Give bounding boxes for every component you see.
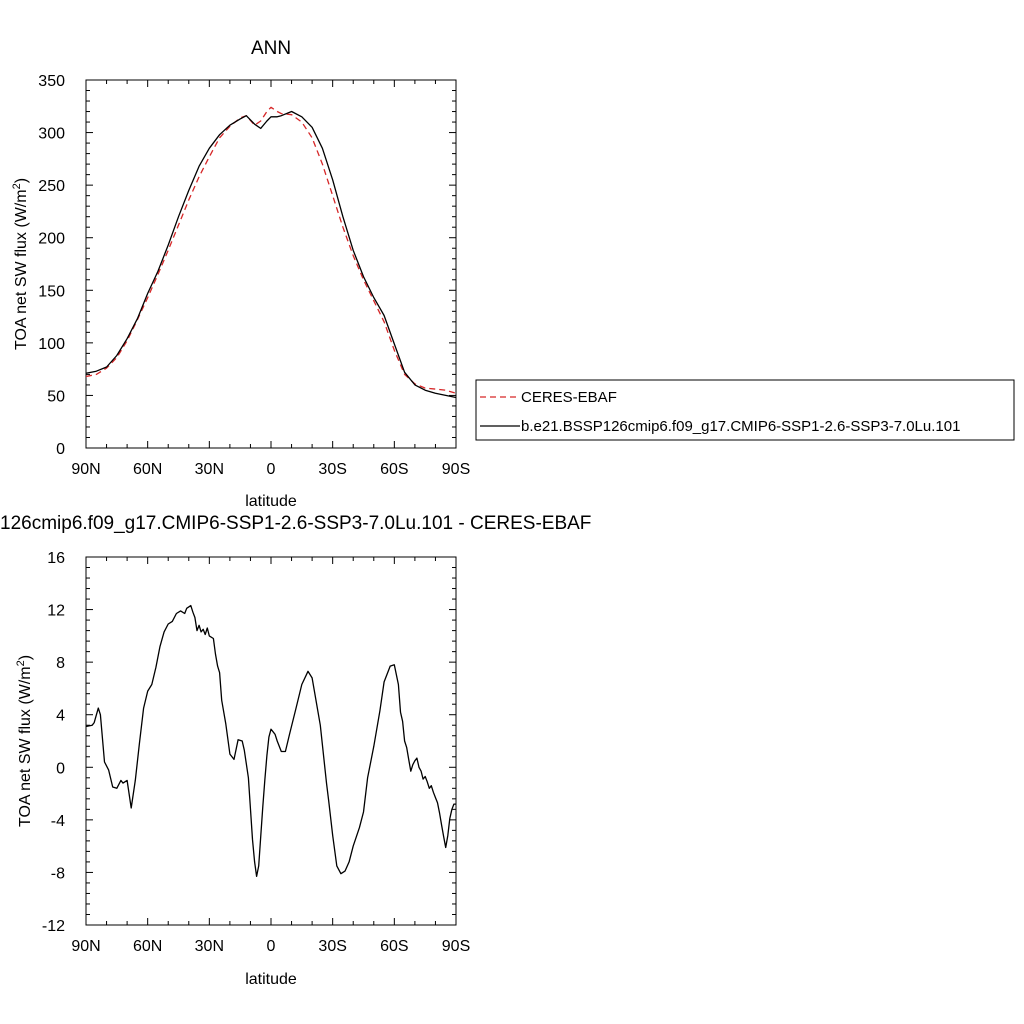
panel-title: 126cmip6.f09_g17.CMIP6-SSP1-2.6-SSP3-7.0… (0, 513, 591, 534)
x-tick-label: 0 (267, 938, 276, 955)
y-tick-label: 12 (47, 603, 65, 620)
x-tick-label: 60S (380, 938, 408, 955)
y-tick-label: 350 (38, 73, 65, 90)
x-tick-label: 60N (133, 938, 162, 955)
x-tick-label: 90S (442, 938, 470, 955)
x-tick-label: 0 (267, 461, 276, 478)
x-tick-label: 30N (195, 938, 224, 955)
x-tick-label: 60S (380, 461, 408, 478)
x-axis-label: latitude (245, 493, 297, 510)
y-tick-label: 300 (38, 126, 65, 143)
x-tick-label: 90N (71, 938, 100, 955)
y-tick-label: -8 (51, 865, 65, 882)
series-line-difference (85, 604, 456, 878)
tick-layer: 90N 60N 30N 0 30S 60S 90S 0 50 100 150 200 250 300 350 (38, 73, 470, 478)
series-layer (85, 604, 456, 878)
panel-title: ANN (251, 38, 291, 59)
y-axis-label: TOA net SW flux (W/m2) (11, 178, 30, 350)
y-tick-label: 250 (38, 178, 65, 195)
bottom-panel: 126cmip6.f09_g17.CMIP6-SSP1-2.6-SSP3-7.0… (0, 513, 591, 988)
y-tick-label: 200 (38, 231, 65, 248)
y-tick-label: -4 (51, 813, 65, 830)
legend-label-model: b.e21.BSSP126cmip6.f09_g17.CMIP6-SSP1-2.… (521, 418, 960, 435)
top-panel: ANN 90N 60N 30N 0 30S 60S 90S 0 50 100 150 200 250 30… (11, 38, 470, 510)
y-tick-label: 16 (47, 550, 65, 567)
series-layer (85, 106, 457, 399)
y-tick-label: 50 (47, 388, 65, 405)
y-tick-label: 0 (56, 441, 65, 458)
x-tick-label: 90S (442, 461, 470, 478)
y-tick-label: -12 (42, 918, 65, 935)
series-line-model (85, 110, 457, 399)
legend: CERES-EBAF b.e21.BSSP126cmip6.f09_g17.CM… (475, 379, 1015, 441)
y-tick-label: 4 (56, 708, 65, 725)
x-tick-label: 60N (133, 461, 162, 478)
y-tick-label: 100 (38, 336, 65, 353)
x-tick-label: 90N (71, 461, 100, 478)
y-axis-label: TOA net SW flux (W/m2) (15, 655, 34, 827)
x-tick-label: 30S (318, 938, 346, 955)
legend-label-ceres: CERES-EBAF (521, 389, 617, 406)
tick-layer: 90N 60N 30N 0 30S 60S 90S -12 -8 -4 0 4 8 12 16 (42, 550, 470, 955)
x-tick-label: 30S (318, 461, 346, 478)
y-tick-label: 8 (56, 655, 65, 672)
legend-box (475, 379, 1015, 441)
y-tick-label: 0 (56, 760, 65, 777)
x-tick-label: 30N (195, 461, 224, 478)
x-axis-label: latitude (245, 971, 297, 988)
y-tick-label: 150 (38, 283, 65, 300)
